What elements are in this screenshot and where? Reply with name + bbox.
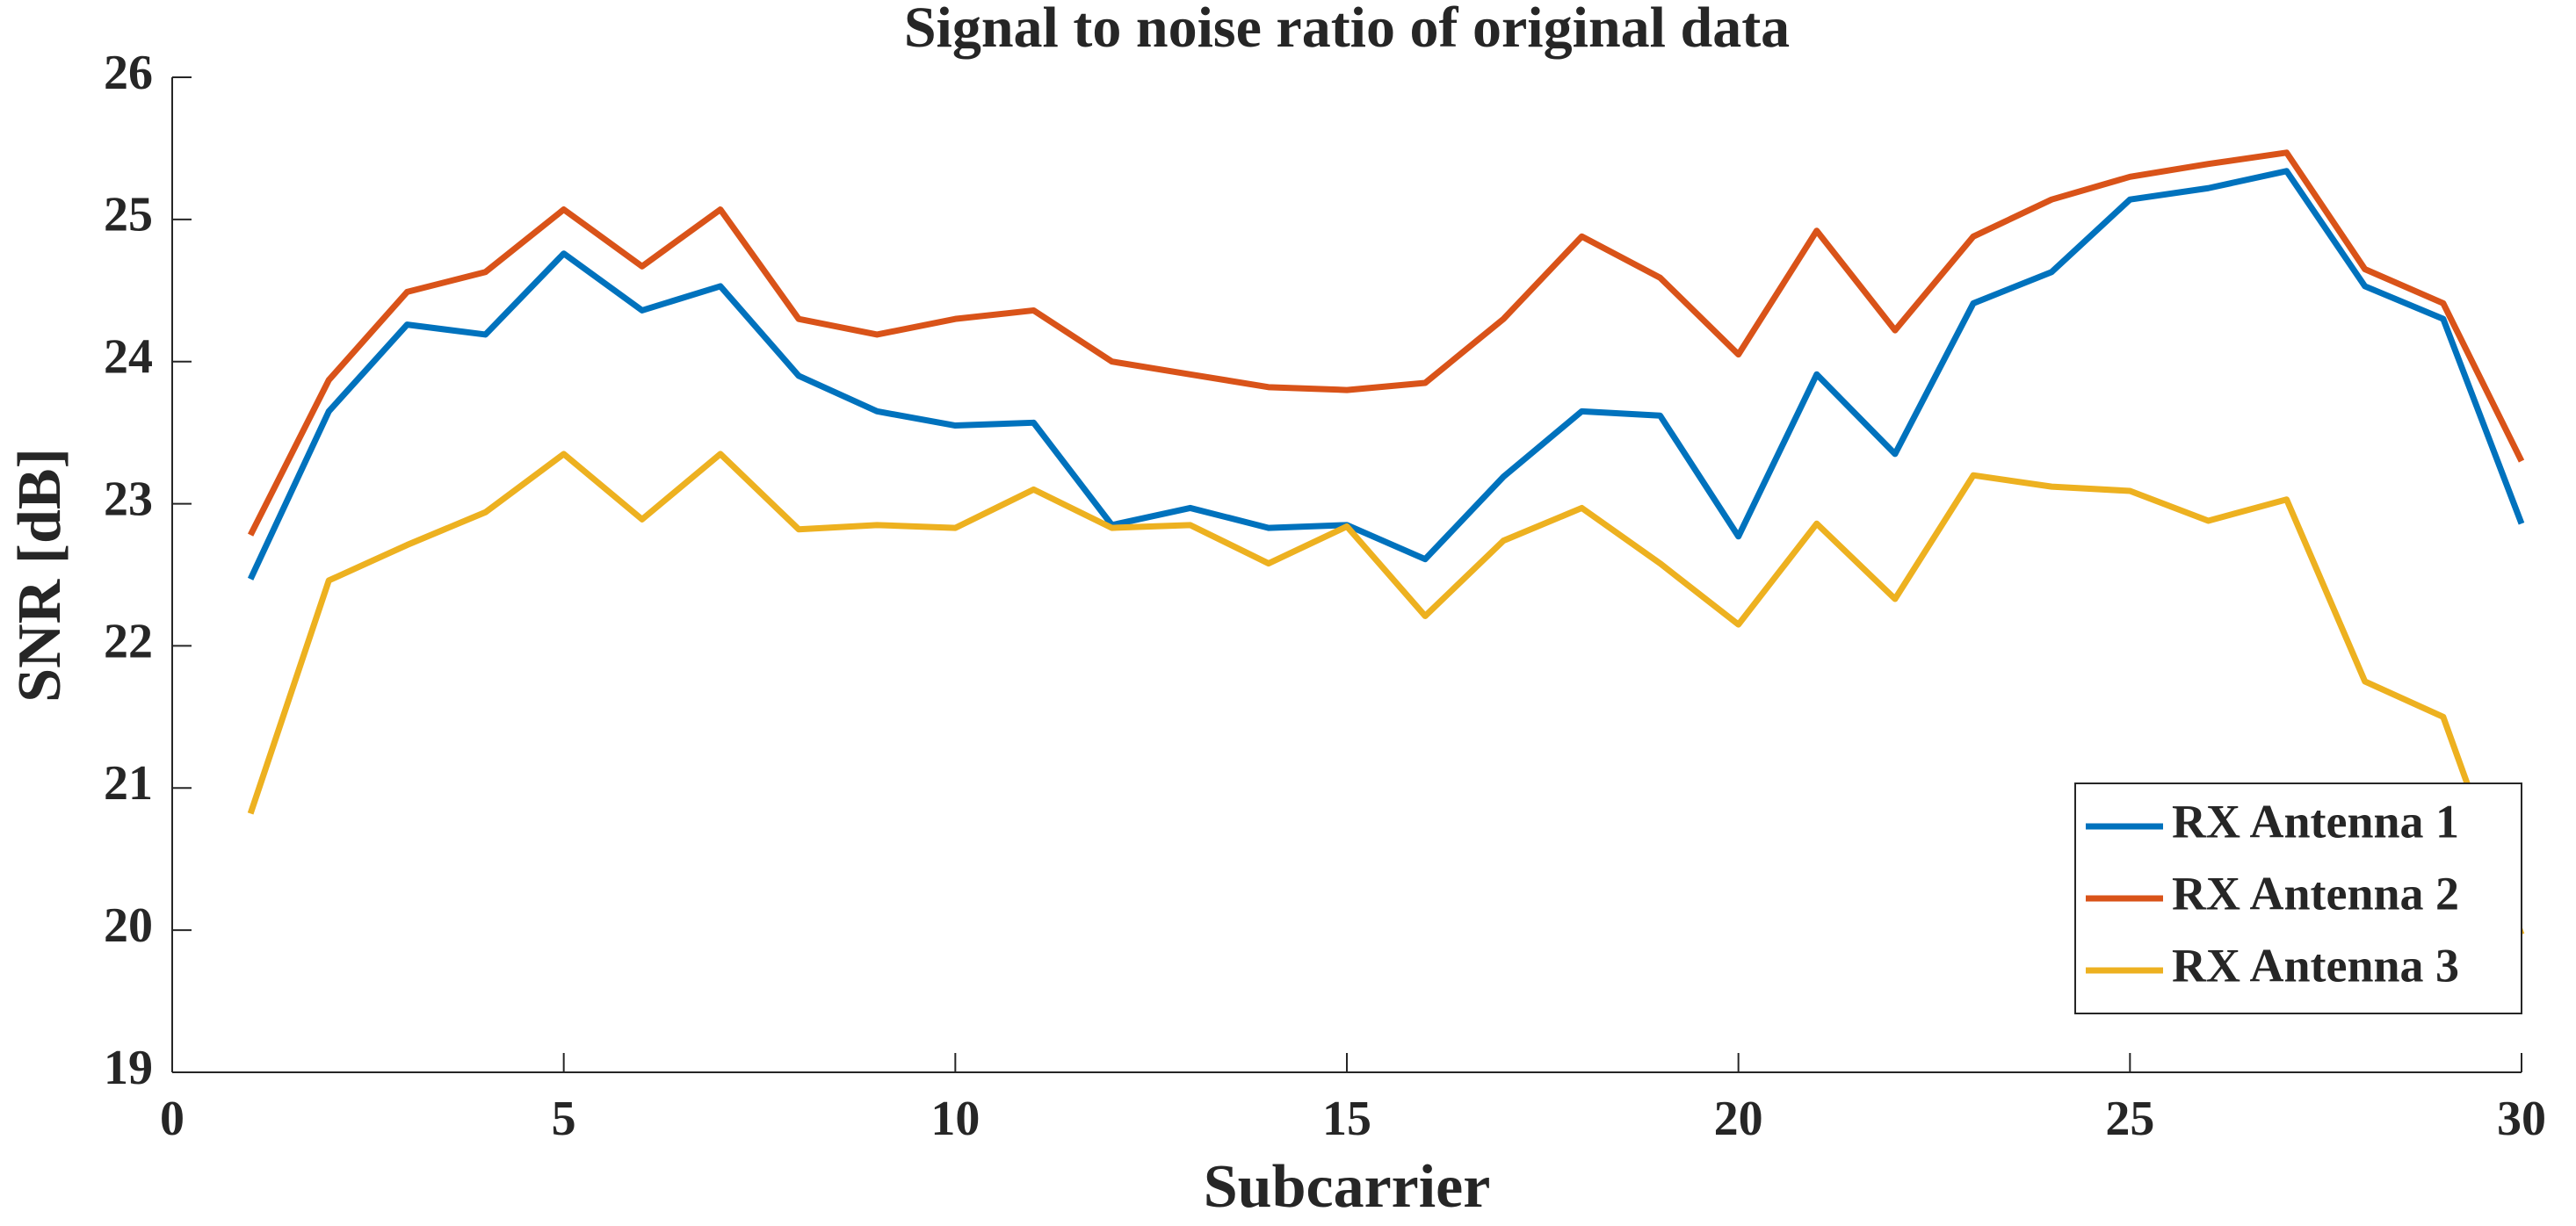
legend-label: RX Antenna 1 [2172,795,2459,847]
x-tick-label: 0 [160,1092,185,1146]
y-axis-label: SNR [dB] [6,448,74,703]
x-tick-label: 20 [1714,1092,1763,1146]
x-tick-label: 5 [552,1092,576,1146]
y-tick-label: 23 [104,472,153,526]
x-tick-label: 15 [1322,1092,1371,1146]
x-tick-label: 10 [930,1092,980,1146]
series-line [247,168,2525,581]
x-tick-label: 25 [2105,1092,2154,1146]
chart-title: Signal to noise ratio of original data [904,0,1790,60]
legend-label: RX Antenna 2 [2172,867,2459,920]
y-tick-label: 24 [104,330,153,385]
series-line [248,149,2525,537]
y-tick-label: 26 [104,46,153,100]
y-tick-label: 25 [104,188,153,242]
series-line [247,451,2525,936]
y-tick-label: 21 [104,756,153,811]
legend-label: RX Antenna 3 [2172,939,2459,992]
x-axis-label: Subcarrier [1204,1153,1491,1221]
y-tick-label: 20 [104,898,153,953]
y-tick-label: 22 [104,614,153,668]
x-tick-label: 30 [2497,1092,2546,1146]
y-tick-label: 19 [104,1041,153,1095]
